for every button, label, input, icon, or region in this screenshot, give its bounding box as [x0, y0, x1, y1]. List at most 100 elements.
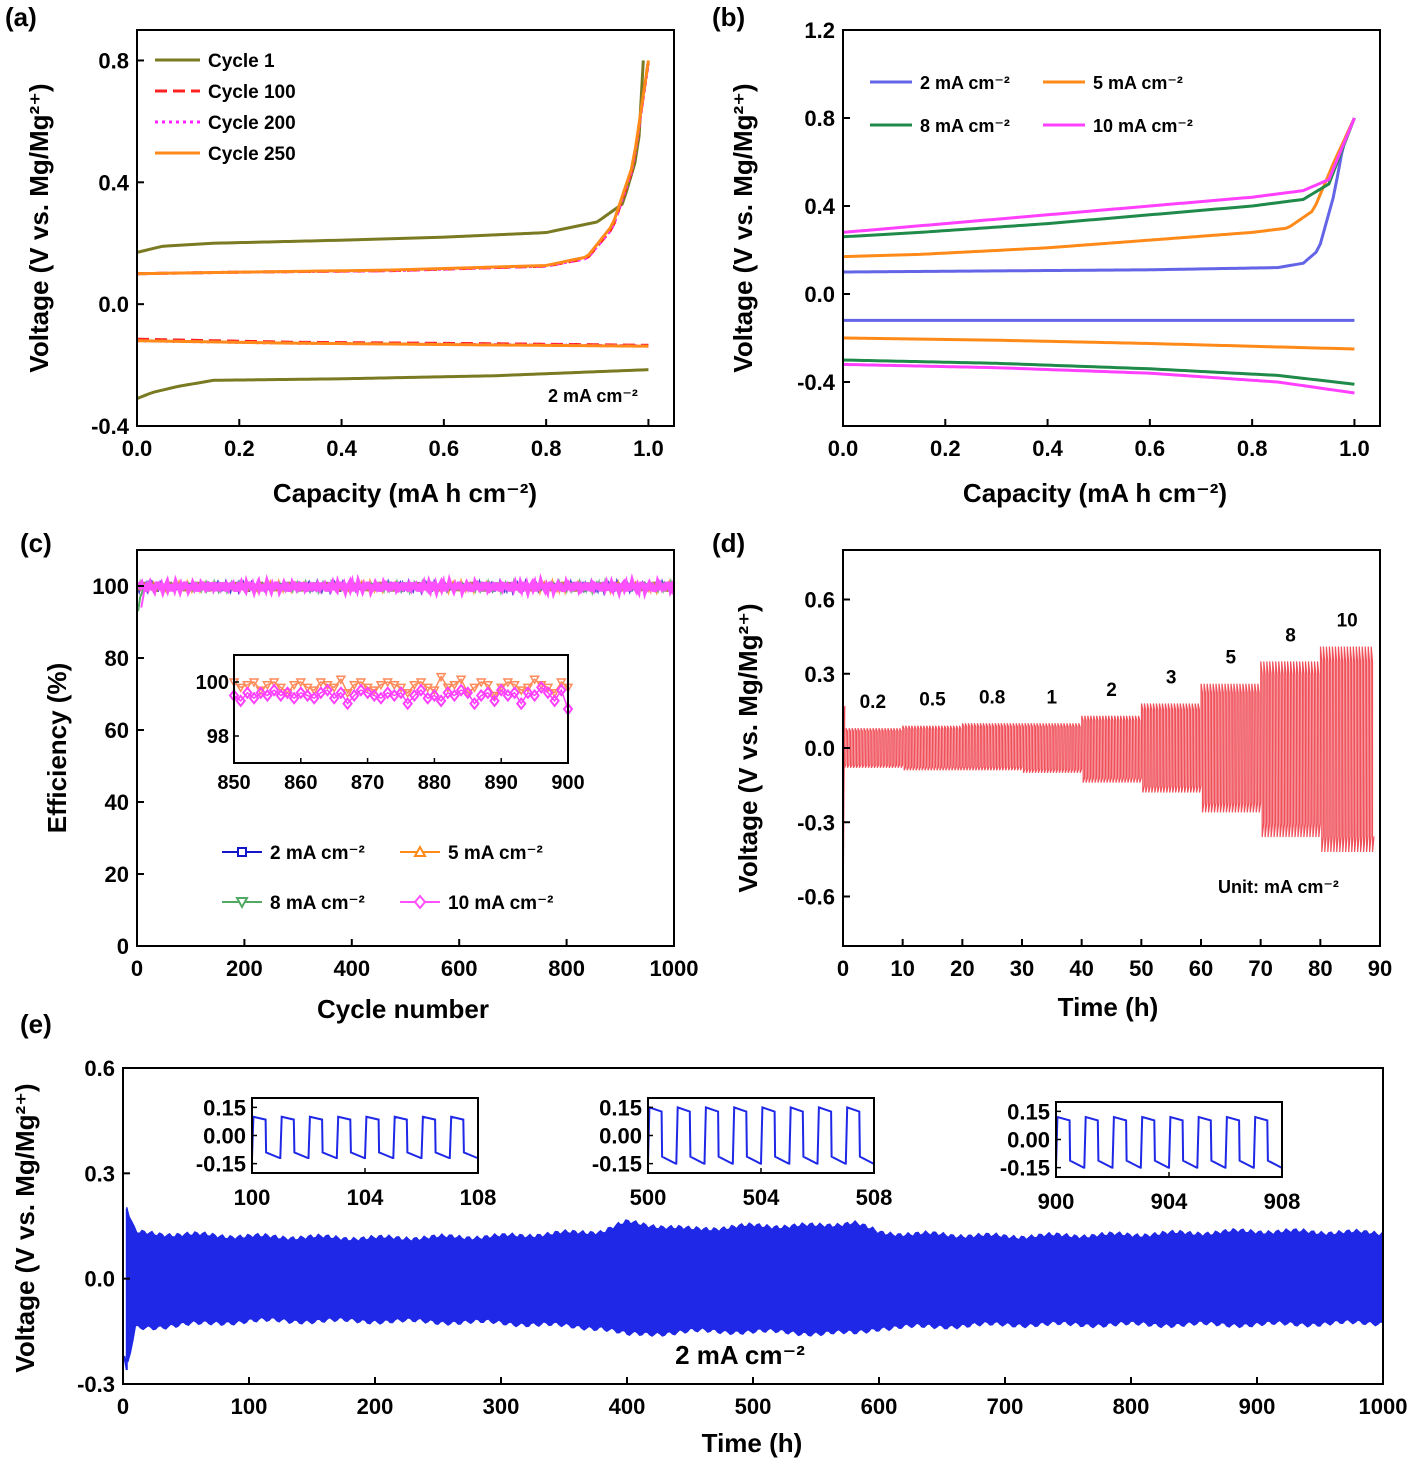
panel-a-letter: (a) — [5, 2, 37, 32]
panel-e-xlabel: Time (h) — [702, 1428, 803, 1458]
panel-e-xtick-label: 800 — [1113, 1394, 1150, 1419]
panel-c-inset-point — [342, 696, 353, 711]
panel-a-legend-label: Cycle 1 — [208, 51, 275, 72]
panel-c-legend-marker — [235, 897, 249, 910]
panel-a-legend-label: Cycle 200 — [208, 113, 296, 134]
panel-c-inset-point — [375, 691, 387, 705]
panel-c-inset-point — [489, 691, 500, 702]
panel-c-legend-marker — [413, 894, 427, 910]
panel-c-inset-point — [509, 686, 520, 700]
panel-c-inset-point — [556, 683, 567, 697]
panel-a-series-4-charge — [137, 60, 650, 276]
panel-b-xtick-label: 0.4 — [1032, 436, 1063, 461]
panel-d-xtick-label: 70 — [1248, 956, 1272, 981]
panel-b-ytick-label: 1.2 — [804, 18, 835, 43]
panel-d-xtick-label: 40 — [1069, 956, 1093, 981]
panel-c-inset-ytick-label: 98 — [207, 726, 229, 748]
panel-d-xtick-label: 0 — [837, 956, 849, 981]
panel-a-xtick-label: 0.0 — [122, 436, 153, 461]
panel-e-xtick-label: 300 — [483, 1394, 520, 1419]
panel-b-series-4-discharge — [843, 362, 1355, 395]
panel-e-ytick-label: 0.3 — [84, 1161, 115, 1186]
panel-e: (e) 0 100 200 300 400 500 600 700 800 900 1000 -0.3… — [10, 1009, 1407, 1458]
panel-b-xlabel: Capacity (mA h cm⁻²) — [963, 478, 1227, 508]
panel-c-xtick-label: 1000 — [650, 956, 699, 981]
panel-a-ytick-label: 0.8 — [98, 48, 129, 73]
panel-e-inset-ytick-label: -0.15 — [1000, 1156, 1050, 1181]
panel-e-xtick-label: 900 — [1239, 1394, 1276, 1419]
panel-b-xtick-label: 0.2 — [930, 436, 961, 461]
panel-c-inset-xtick-label: 900 — [551, 772, 584, 794]
panel-c-ytick-label: 0 — [117, 934, 129, 959]
panel-b-legend-label: 8 mA cm⁻² — [920, 116, 1010, 136]
panel-c-inset-point — [362, 683, 373, 693]
panel-e-inset-ytick-label: -0.15 — [196, 1152, 246, 1177]
panel-a-ylabel: Voltage (V vs. Mg/Mg²⁺) — [24, 83, 54, 372]
panel-c-inset-xtick-label: 860 — [284, 772, 317, 794]
panel-c-inset-point — [442, 686, 454, 700]
panel-c-inset-point — [535, 680, 547, 695]
panel-c-xtick-label: 200 — [226, 956, 263, 981]
panel-d-ytick-label: 0.0 — [804, 736, 835, 761]
panel-d-segment-label: 5 — [1226, 648, 1237, 669]
panel-d-segment-label: 8 — [1285, 625, 1296, 646]
panel-c-inset-point — [395, 683, 407, 693]
panel-c-inset-point — [368, 686, 380, 696]
panel-d-xtick-label: 50 — [1129, 956, 1153, 981]
panel-c-inset-point — [462, 689, 474, 699]
panel-c-inset-point — [242, 686, 253, 700]
panel-d-letter: (d) — [712, 528, 745, 558]
panel-c-inset-point — [455, 683, 467, 697]
panel-c-inset-point — [422, 683, 434, 693]
panel-d-xtick-label: 30 — [1010, 956, 1034, 981]
panel-e-xtick-label: 1000 — [1359, 1394, 1408, 1419]
panel-d-segment-label: 0.2 — [860, 692, 886, 713]
panel-c-inset-point — [529, 675, 540, 685]
panel-b-ylabel: Voltage (V vs. Mg/Mg²⁺) — [728, 83, 758, 372]
panel-d-segment-label: 0.5 — [919, 690, 946, 711]
panel-d-ylabel: Voltage (V vs. Mg/Mg²⁺) — [733, 603, 763, 892]
panel-c-inset-point — [355, 683, 367, 697]
panel-c-inset-point — [308, 686, 320, 696]
panel-c-inset-point — [382, 678, 393, 688]
panel-c-inset-point — [295, 686, 307, 700]
panel-c-inset-xtick-label: 850 — [217, 772, 250, 794]
panel-c-inset-xtick-label: 880 — [418, 772, 451, 794]
panel-c-early-10 — [140, 589, 146, 608]
panel-c-legend-label: 8 mA cm⁻² — [270, 893, 365, 914]
panel-d-segment-label: 2 — [1106, 680, 1117, 701]
panel-c-inset-point — [235, 683, 246, 693]
panel-e-xtick-label: 200 — [357, 1394, 394, 1419]
panel-e-xtick-label: 700 — [987, 1394, 1024, 1419]
panel-a-frame — [136, 29, 675, 427]
panel-e-ytick-label: -0.3 — [77, 1372, 115, 1397]
panel-b-xtick-label: 1.0 — [1339, 436, 1370, 461]
panel-c-inset-point — [475, 678, 487, 688]
panel-c-inset-point — [248, 678, 260, 688]
panel-c-inset-point — [395, 686, 407, 700]
panel-b-series-3-discharge — [843, 358, 1355, 386]
panel-c-xtick-label: 800 — [548, 956, 585, 981]
panel-c-inset-point — [449, 680, 460, 691]
panel-e-inset-ytick-label: 0.00 — [599, 1124, 642, 1149]
panel-c-inset-point — [522, 686, 534, 700]
panel-a-series-1-discharge — [137, 368, 649, 400]
panel-b-series-2-charge — [843, 117, 1356, 259]
panel-e-inset-xtick-label: 508 — [856, 1185, 893, 1210]
panel-c-inset-point — [489, 694, 500, 708]
panel-c-inset-point — [402, 696, 413, 711]
panel-c-inset-point — [469, 683, 480, 693]
panel-c-ytick-label: 80 — [105, 646, 129, 671]
panel-e-xtick-label: 0 — [117, 1394, 129, 1419]
panel-c-inset-point — [382, 686, 393, 700]
panel-c-inset-ytick-label: 100 — [196, 672, 229, 694]
panel-c-inset-point — [409, 688, 420, 703]
panel-c-inset-point — [389, 680, 400, 691]
panel-b-xtick-label: 0.8 — [1237, 436, 1268, 461]
panel-a-series-1-charge — [137, 60, 645, 254]
panel-e-letter: (e) — [20, 1009, 52, 1039]
panel-e-annotation: 2 mA cm⁻² — [675, 1340, 805, 1370]
panel-c-inset-point — [368, 688, 380, 703]
panel-c-inset-xtick-label: 870 — [351, 772, 384, 794]
panel-c-inset-frame — [233, 654, 569, 764]
